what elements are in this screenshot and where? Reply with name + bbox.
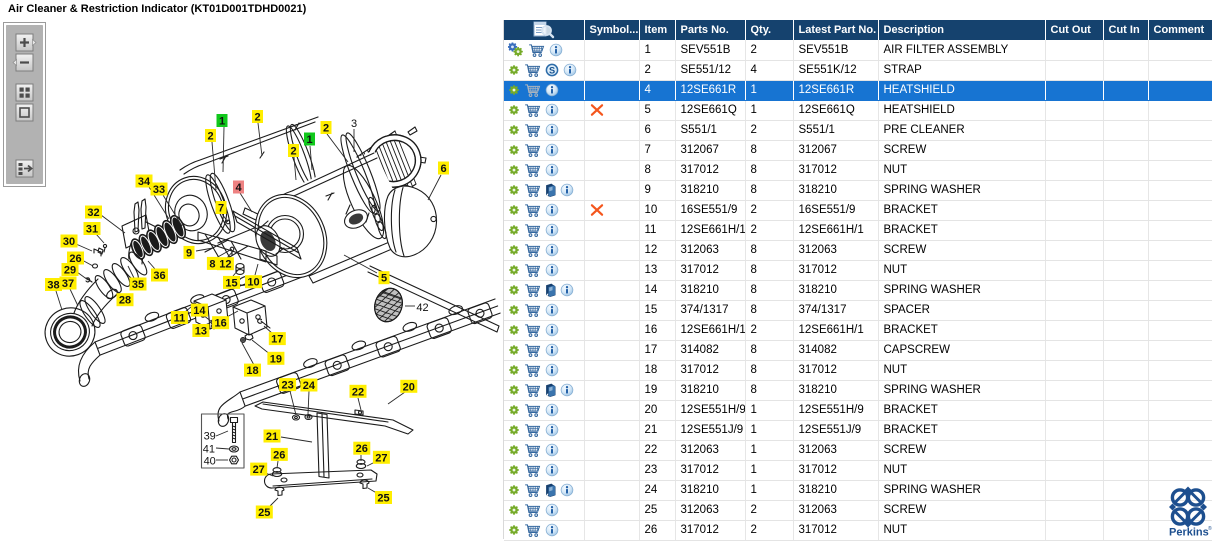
svg-text:21: 21 bbox=[266, 431, 278, 443]
svg-text:18: 18 bbox=[246, 365, 258, 377]
svg-text:14: 14 bbox=[193, 305, 206, 317]
svg-text:2: 2 bbox=[207, 131, 213, 143]
svg-text:34: 34 bbox=[138, 176, 151, 188]
svg-text:8: 8 bbox=[209, 258, 215, 270]
svg-text:38: 38 bbox=[47, 280, 59, 292]
svg-text:30: 30 bbox=[63, 236, 75, 248]
svg-text:20: 20 bbox=[403, 381, 415, 393]
svg-text:37: 37 bbox=[62, 278, 74, 290]
svg-text:Perkins: Perkins bbox=[1169, 527, 1209, 539]
svg-text:35: 35 bbox=[132, 279, 144, 291]
svg-text:39: 39 bbox=[204, 431, 216, 443]
svg-text:7: 7 bbox=[218, 203, 224, 215]
svg-text:26: 26 bbox=[273, 449, 285, 461]
svg-text:41: 41 bbox=[203, 444, 215, 456]
svg-text:5: 5 bbox=[381, 273, 387, 285]
svg-text:3: 3 bbox=[351, 118, 357, 130]
svg-text:1: 1 bbox=[219, 116, 225, 128]
svg-text:2: 2 bbox=[254, 112, 260, 124]
svg-text:22: 22 bbox=[352, 386, 364, 398]
svg-text:36: 36 bbox=[153, 270, 165, 282]
svg-text:42: 42 bbox=[416, 302, 428, 314]
svg-text:24: 24 bbox=[303, 380, 316, 392]
svg-text:26: 26 bbox=[69, 253, 81, 265]
svg-text:31: 31 bbox=[86, 224, 98, 236]
svg-text:2: 2 bbox=[290, 146, 296, 158]
svg-text:13: 13 bbox=[195, 326, 207, 338]
svg-text:6: 6 bbox=[440, 163, 446, 175]
svg-text:28: 28 bbox=[119, 295, 131, 307]
svg-text:17: 17 bbox=[271, 334, 283, 346]
svg-text:19: 19 bbox=[270, 353, 282, 365]
svg-text:25: 25 bbox=[377, 493, 389, 505]
svg-text:15: 15 bbox=[225, 277, 237, 289]
svg-text:11: 11 bbox=[174, 313, 186, 325]
svg-text:29: 29 bbox=[64, 265, 76, 277]
svg-text:27: 27 bbox=[253, 464, 265, 476]
svg-text:2: 2 bbox=[323, 123, 329, 135]
svg-text:1: 1 bbox=[306, 134, 312, 146]
svg-text:16: 16 bbox=[214, 318, 226, 330]
svg-text:4: 4 bbox=[235, 182, 242, 194]
svg-text:10: 10 bbox=[247, 277, 259, 289]
svg-text:23: 23 bbox=[281, 380, 293, 392]
svg-text:32: 32 bbox=[87, 207, 99, 219]
svg-text:12: 12 bbox=[219, 259, 231, 271]
svg-text:®: ® bbox=[1208, 525, 1212, 532]
svg-text:25: 25 bbox=[258, 507, 270, 519]
svg-text:27: 27 bbox=[375, 452, 387, 464]
svg-text:26: 26 bbox=[356, 443, 368, 455]
svg-text:33: 33 bbox=[153, 184, 165, 196]
svg-text:9: 9 bbox=[186, 247, 192, 259]
svg-text:40: 40 bbox=[204, 456, 216, 468]
